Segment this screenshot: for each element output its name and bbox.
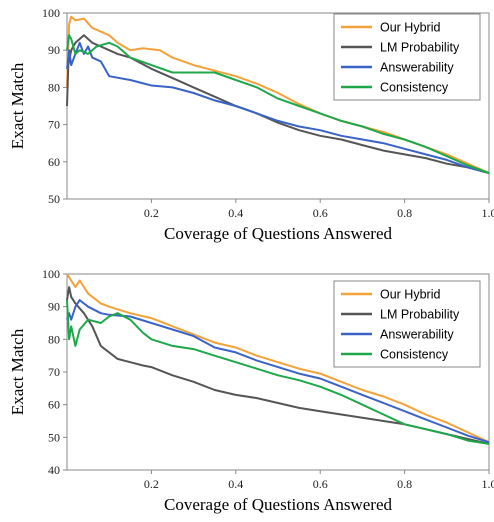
y-tick-label: 80: [48, 332, 60, 346]
x-tick-label: 0.4: [228, 477, 243, 491]
series-line-0: [66, 273, 490, 444]
legend-label: Our Hybrid: [380, 288, 440, 302]
series-line-2: [66, 41, 490, 174]
y-tick-label: 100: [42, 267, 60, 281]
y-axis-label: Exact Match: [8, 62, 27, 149]
y-tick-label: 60: [48, 398, 60, 412]
y-tick-label: 40: [48, 463, 60, 477]
y-tick-label: 50: [48, 430, 60, 444]
x-tick-label: 0.2: [144, 206, 159, 220]
series-line-2: [66, 299, 490, 444]
x-tick-label: 0.2: [144, 477, 159, 491]
y-tick-label: 50: [48, 192, 60, 206]
legend-label: Answerability: [380, 61, 454, 75]
legend-label: Answerability: [380, 328, 454, 342]
y-tick-label: 90: [48, 300, 60, 314]
legend-label: LM Probability: [380, 308, 460, 322]
y-tick-label: 70: [48, 118, 60, 132]
x-tick-label: 0.8: [397, 206, 412, 220]
x-tick-label: 0.8: [397, 477, 412, 491]
legend-label: LM Probability: [380, 41, 460, 55]
legend-box: [333, 280, 481, 368]
x-axis-label: Coverage of Questions Answered: [164, 224, 393, 243]
y-axis-label: Exact Match: [8, 328, 27, 415]
y-tick-label: 70: [48, 365, 60, 379]
legend-label: Consistency: [380, 348, 449, 362]
series-line-3: [66, 300, 490, 445]
x-tick-label: 1.0: [482, 206, 494, 220]
series-line-1: [66, 34, 490, 174]
x-tick-label: 0.6: [313, 206, 328, 220]
series-line-3: [66, 34, 490, 174]
y-tick-label: 100: [42, 6, 60, 20]
y-tick-label: 90: [48, 43, 60, 57]
legend-label: Our Hybrid: [380, 21, 440, 35]
x-tick-label: 0.6: [313, 477, 328, 491]
legend-box: [333, 13, 481, 101]
x-tick-label: 1.0: [482, 477, 494, 491]
y-tick-label: 60: [48, 155, 60, 169]
y-tick-label: 80: [48, 80, 60, 94]
x-tick-label: 0.4: [228, 206, 243, 220]
x-axis-label: Coverage of Questions Answered: [164, 495, 393, 514]
legend-label: Consistency: [380, 81, 449, 95]
